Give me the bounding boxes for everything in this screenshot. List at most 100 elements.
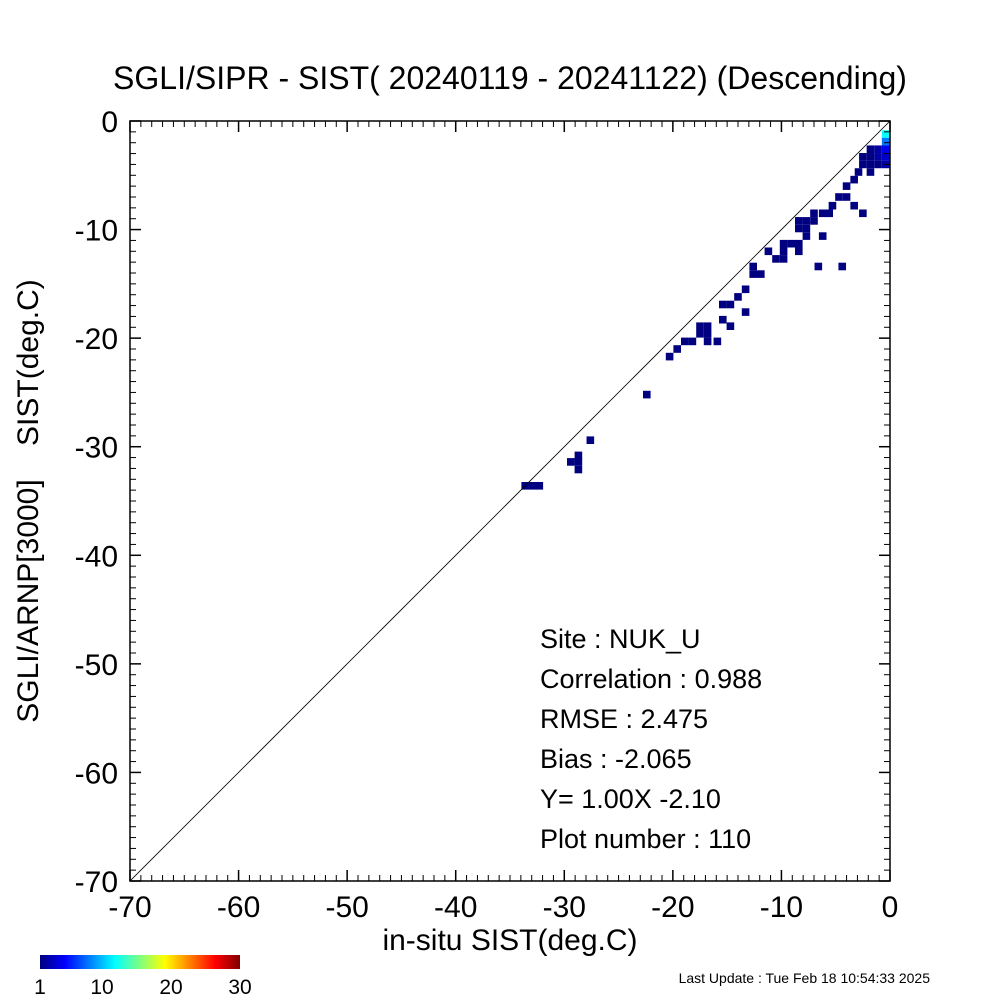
colorbar-tick-label: 30: [228, 976, 251, 999]
density-cell-18: [835, 193, 843, 201]
density-cell-30: [802, 232, 811, 240]
density-cell-61: [665, 352, 674, 361]
x-tick-labels: -70 -60 -50 -40 -30 -20 -10 0: [108, 891, 898, 924]
density-cell-6: [874, 153, 882, 161]
density-cell-0: [881, 130, 890, 138]
density-cell-69: [529, 482, 537, 490]
density-cell-25: [810, 217, 818, 225]
density-cell-40: [814, 262, 823, 271]
x-tick-label: -50: [325, 891, 368, 924]
density-cell-33: [787, 239, 795, 248]
density-cell-44: [757, 270, 765, 278]
density-cell-26: [802, 217, 811, 225]
density-cell-56: [703, 337, 712, 346]
density-cell-24: [810, 209, 818, 218]
stat-rmse: RMSE : 2.475: [540, 704, 708, 734]
one-to-one-line: [130, 121, 890, 881]
colorbar-tick-label: 1: [34, 976, 46, 999]
density-cell-39: [779, 255, 788, 263]
density-cell-12: [859, 153, 867, 161]
density-cell-55: [696, 330, 704, 338]
density-cell-43: [749, 270, 757, 278]
density-cell-17: [842, 193, 851, 201]
minor-ticks: [130, 121, 890, 881]
colorbar-labels: 1 10 20 30: [34, 976, 252, 999]
density-cell-19: [828, 201, 837, 210]
density-cell-37: [764, 247, 773, 256]
colorbar-tick-label: 10: [90, 976, 113, 999]
density-cell-50: [719, 315, 727, 324]
x-tick-label: -10: [760, 891, 803, 924]
major-ticks: [129, 120, 891, 882]
x-axis-title: in-situ SIST(deg.C): [382, 924, 637, 957]
colorbar: [40, 955, 240, 969]
density-cell-62: [643, 390, 651, 399]
stats-panel: Site : NUK_U Correlation : 0.988 RMSE : …: [540, 624, 762, 854]
y-tick-label: -10: [75, 215, 118, 248]
density-cell-3: [874, 145, 882, 154]
density-cell-48: [719, 300, 727, 309]
x-tick-label: -60: [217, 891, 260, 924]
density-cell-2: [881, 145, 890, 154]
density-cell-46: [734, 293, 742, 301]
density-cell-70: [535, 482, 544, 490]
density-cell-34: [779, 239, 788, 248]
density-cell-57: [688, 337, 697, 346]
density-cell-22: [818, 209, 827, 218]
y-tick-label: -70: [75, 866, 118, 899]
density-cell-49: [741, 308, 750, 316]
density-cell-20: [850, 201, 858, 210]
stat-bias: Bias : -2.065: [540, 744, 692, 774]
density-cell-60: [673, 345, 681, 353]
density-cell-28: [802, 224, 811, 233]
y-tick-label: 0: [101, 106, 118, 139]
density-cell-65: [574, 458, 583, 466]
density-cell-52: [703, 322, 712, 330]
density-cell-27: [795, 217, 803, 225]
density-cell-47: [726, 300, 735, 309]
density-cell-45: [741, 285, 750, 294]
x-tick-label: -70: [108, 891, 151, 924]
density-cell-15: [850, 175, 858, 184]
density-cell-35: [795, 247, 803, 256]
y-axis-title: SGLI/ARNP[3000] SIST(deg.C): [12, 279, 45, 723]
density-cell-5: [881, 153, 890, 161]
density-cell-9: [874, 160, 882, 169]
density-cell-64: [567, 458, 575, 466]
density-cell-10: [866, 160, 875, 169]
density-cell-29: [795, 224, 803, 233]
density-cell-11: [859, 160, 867, 169]
colorbar-tick-label: 20: [159, 976, 182, 999]
density-cell-63: [586, 436, 595, 444]
x-tick-label: -40: [434, 891, 477, 924]
x-tick-label: -30: [543, 891, 586, 924]
density-cell-41: [838, 262, 847, 271]
density-cell-32: [795, 239, 803, 248]
density-cell-66: [574, 451, 583, 460]
y-tick-labels: -70 -60 -50 -40 -30 -20 -10 0: [75, 106, 118, 899]
x-tick-label: -20: [651, 891, 694, 924]
density-cell-1: [881, 137, 890, 146]
y-tick-label: -50: [75, 649, 118, 682]
y-tick-label: -40: [75, 540, 118, 573]
stat-site: Site : NUK_U: [540, 624, 701, 654]
density-cell-7: [866, 153, 875, 161]
density-cells: [521, 130, 890, 490]
density-cell-21: [825, 209, 833, 218]
last-update-text: Last Update : Tue Feb 18 10:54:33 2025: [679, 970, 931, 986]
density-cell-59: [713, 337, 722, 346]
density-cell-31: [818, 232, 827, 240]
density-cell-16: [842, 182, 851, 190]
density-cell-53: [696, 322, 704, 330]
density-cell-54: [703, 330, 712, 338]
chart-title: SGLI/SIPR - SIST( 20240119 - 20241122) (…: [113, 60, 907, 96]
density-cell-67: [574, 465, 583, 474]
density-cell-58: [681, 337, 689, 346]
stat-correlation: Correlation : 0.988: [540, 664, 762, 694]
density-cell-4: [866, 145, 875, 154]
density-cell-14: [854, 168, 863, 176]
density-cell-38: [772, 255, 780, 263]
density-cell-36: [779, 247, 788, 256]
x-tick-label: 0: [882, 891, 899, 924]
